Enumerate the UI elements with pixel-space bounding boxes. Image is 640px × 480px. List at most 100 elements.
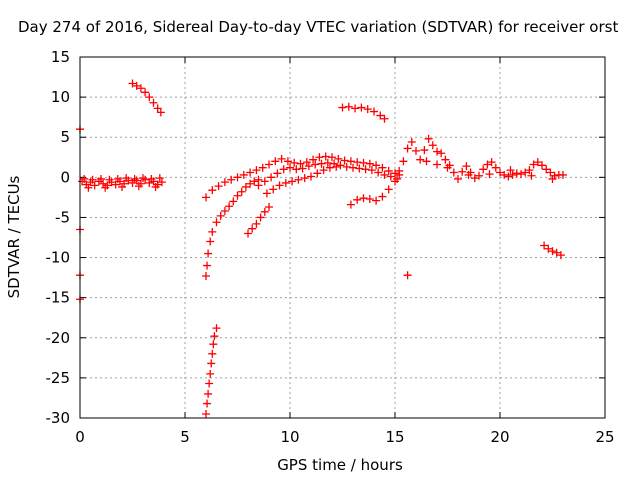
data-point [290, 158, 299, 167]
data-point [521, 168, 530, 177]
axis-ticks: 0 5 10 15 20 25 -30 -25 -20 -15 -10 -5 0 5 10 15 [46, 48, 615, 446]
data-point [470, 174, 479, 183]
data-point [136, 84, 145, 93]
data-point [239, 170, 248, 179]
plot-frame [79, 56, 606, 419]
data-marks [76, 79, 567, 418]
data-point [332, 162, 341, 171]
data-point [542, 165, 551, 174]
data-point [220, 207, 229, 216]
data-point [336, 161, 345, 170]
series-upper-arc [338, 102, 389, 123]
data-point [506, 166, 515, 175]
data-point [500, 170, 509, 179]
data-point [458, 167, 467, 176]
data-point [491, 163, 500, 172]
data-point [323, 158, 332, 167]
data-point [204, 249, 213, 258]
data-point [496, 168, 504, 177]
data-point [145, 93, 154, 102]
data-point [370, 107, 378, 116]
data-point [424, 134, 433, 143]
data-point [361, 165, 370, 174]
data-point [267, 173, 276, 182]
data-point [391, 169, 399, 178]
data-point [252, 166, 261, 175]
x-tick-label: 15 [385, 428, 404, 446]
data-point [307, 172, 315, 181]
data-point [151, 182, 160, 191]
data-point [157, 178, 166, 187]
series-late-band [395, 134, 567, 183]
data-point [111, 180, 120, 189]
data-point [265, 160, 273, 169]
data-point [204, 389, 213, 398]
data-point [130, 174, 139, 183]
data-point [328, 153, 336, 162]
x-tick-label: 0 [75, 428, 85, 446]
data-point [529, 160, 538, 169]
data-point [353, 158, 362, 167]
data-point [372, 196, 381, 205]
series-recovery-curve [202, 175, 263, 281]
data-point [504, 172, 513, 181]
data-point [338, 103, 347, 112]
data-point [325, 163, 334, 172]
data-point [540, 241, 549, 250]
data-point [269, 185, 278, 194]
data-point [113, 174, 122, 183]
data-point [349, 163, 357, 172]
data-point [288, 177, 297, 186]
data-point [155, 174, 164, 183]
y-tick-label: -25 [46, 369, 71, 387]
data-point [296, 159, 305, 168]
series-rising-segment [244, 203, 273, 238]
data-point [462, 162, 471, 171]
data-point [380, 114, 389, 123]
data-point [346, 157, 355, 166]
data-point [229, 197, 238, 206]
data-point [84, 183, 93, 192]
data-point [225, 202, 234, 211]
data-point [281, 178, 290, 187]
data-point [260, 177, 269, 186]
data-point [134, 182, 143, 191]
data-point [311, 160, 320, 169]
data-point [227, 175, 236, 184]
data-point [105, 175, 114, 184]
data-point [220, 178, 229, 187]
data-point [256, 213, 265, 222]
data-point [395, 166, 404, 175]
data-point [283, 157, 292, 166]
grid [80, 57, 605, 418]
data-point [351, 104, 360, 113]
data-point [214, 182, 223, 191]
data-point [365, 159, 374, 168]
series-steep-descent [202, 324, 221, 418]
data-point [233, 191, 242, 200]
y-tick-label: -15 [46, 289, 71, 307]
data-point [208, 227, 217, 236]
data-point [304, 162, 313, 171]
data-point [428, 141, 437, 150]
data-point [279, 165, 288, 174]
data-point [399, 157, 408, 166]
data-point [216, 211, 225, 220]
data-point [525, 166, 534, 175]
data-point [342, 162, 351, 171]
data-point [212, 324, 221, 333]
data-point [237, 187, 246, 196]
data-point [315, 153, 324, 162]
series-main-lower [254, 158, 402, 190]
data-point [437, 149, 446, 158]
data-point [141, 88, 150, 97]
data-point [90, 181, 99, 190]
data-point [403, 144, 412, 153]
data-point [80, 174, 89, 183]
series-descending-arc [128, 79, 165, 117]
data-point [479, 165, 488, 174]
data-point [386, 172, 395, 181]
data-point [292, 165, 301, 174]
data-point [205, 379, 214, 388]
